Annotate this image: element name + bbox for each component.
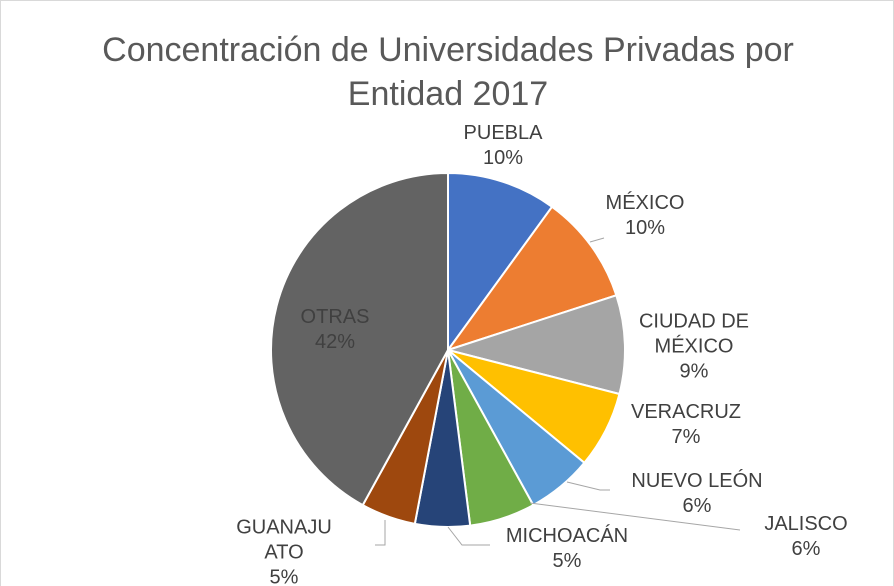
pie-slice (444, 294, 626, 396)
leader-lines (375, 237, 741, 546)
data-label: PUEBLA 10% (423, 121, 583, 171)
pie-slice (270, 171, 449, 507)
chart-title: Concentración de Universidades Privadas … (102, 31, 794, 113)
data-label: GUANAJUATO 5% (229, 516, 339, 586)
value-label: 10% (624, 217, 666, 239)
data-label: OTRAS 42% (255, 305, 415, 355)
data-label: NUEVO LEÓN 6% (617, 469, 777, 519)
category-label: CIUDAD DE MÉXICO (638, 310, 749, 358)
data-label: MICHOACÁN 5% (487, 524, 647, 574)
value-label: 5% (552, 550, 582, 572)
leader-line (566, 481, 610, 491)
data-label: VERACRUZ 7% (606, 400, 766, 450)
pie-slice (447, 171, 554, 354)
value-label: 7% (671, 426, 701, 448)
category-label: NUEVO LEÓN (631, 470, 763, 492)
category-label: MICHOACÁN (505, 525, 629, 547)
value-label: 10% (482, 147, 524, 169)
category-label: MÉXICO (605, 192, 685, 214)
category-label: PUEBLA (463, 122, 543, 144)
value-label: 9% (679, 360, 709, 383)
category-label: VERACRUZ (630, 401, 741, 423)
leader-line (375, 520, 386, 546)
category-label: GUANAJUATO (236, 516, 332, 564)
value-label: 5% (269, 566, 299, 586)
category-label: JALISCO (764, 513, 848, 535)
category-label: OTRAS (300, 306, 370, 328)
value-label: 6% (682, 495, 712, 517)
leader-line (447, 526, 490, 546)
data-label: CIUDAD DE MÉXICO 9% (614, 310, 774, 385)
value-label: 6% (791, 538, 821, 560)
leader-line (589, 237, 605, 243)
value-label: 42% (314, 331, 356, 353)
data-label: JALISCO 6% (726, 512, 886, 562)
data-label: MÉXICO 10% (565, 191, 725, 241)
pie-slice (445, 205, 618, 352)
leader-line (529, 502, 741, 531)
